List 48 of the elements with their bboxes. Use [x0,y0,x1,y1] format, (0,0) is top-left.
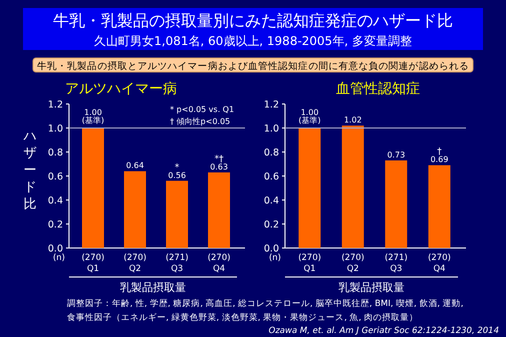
data-label: 0.63 [210,162,228,172]
x-tick-label: (271) Q3 [166,253,188,274]
y-tick-label: 0.6 [48,172,63,182]
x-tick-label: (271) Q3 [384,253,408,274]
chart-title: 血管性認知症 [336,81,420,97]
annotation: † [437,147,442,158]
data-label: 0.64 [126,161,144,170]
x-tick-label: (270) Q2 [341,253,364,274]
data-label: 0.69 [430,155,448,164]
annotation: * p<0.05 vs. Q1 [170,105,234,114]
annotation: * [174,162,180,173]
x-tick-label: (270) Q2 [124,253,146,274]
data-label: 1.00 (基準) [298,108,321,125]
x-axis-title: 乳製品摂取量 [338,281,404,294]
y-tick-label: 0.2 [48,220,63,230]
data-label: 0.56 [168,170,186,180]
y-tick-label: 1.2 [48,100,63,110]
annotation: *† [214,154,224,164]
data-label: 1.00 (基準) [82,108,104,125]
x-tick-label: (270) Q1 [298,253,322,274]
y-tick-label: 0.0 [264,244,279,254]
y-tick-label: 1.0 [48,124,63,134]
annotation: † 傾向性p<0.05 [170,117,230,126]
x-tick-label: (270) Q4 [428,253,451,274]
y-tick-label: 0.4 [48,196,63,206]
y-tick-label: 0.4 [264,196,279,206]
data-label: 0.73 [387,150,406,160]
y-tick-label: 0.8 [264,148,279,158]
x-axis-title: 乳製品摂取量 [120,281,186,294]
text: 牛乳・乳製品の摂取量別にみた認知症発症のハザード比 [53,11,453,30]
text: (n) [52,253,65,263]
y-tick-label: 1.2 [264,100,279,110]
y-tick-label: 0.2 [264,220,279,230]
chart-title: アルツハイマー病 [65,81,177,97]
y-tick-label: 0.6 [264,172,279,182]
y-tick-label: 0.8 [48,148,63,158]
text: (n) [268,253,281,263]
text: 調整因子：年齢, 性, 学歴, 糖尿病, 高血圧, 総コレステロール, 脳卒中既往歴, BMI, 喫煙, 飲酒, 運動, [67,298,464,309]
y-tick-label: 1.0 [264,124,279,134]
x-tick-label: (270) Q4 [208,253,230,274]
text: 牛乳・乳製品の摂取とアルツハイマー病および血管性認知症の間に有意な負の関連が認められる [37,60,469,72]
text: 久山町男女1,081名, 60歳以上, 1988-2005年, 多変量調整 [94,34,412,48]
data-label: 1.02 [344,116,362,125]
y-axis-title: ハザード比 [22,129,36,212]
text: 食事性因子（エネルギー, 緑黄色野菜, 淡色野菜, 果物・果物ジュース, 魚, 肉の摂取量） [67,312,418,323]
x-tick-label: (270) Q1 [82,253,104,274]
text: Ozawa M, et. al. Am J Geriatr Soc 62:1224-1230, 2014 [268,326,499,336]
y-tick-label: 0.0 [48,244,63,254]
